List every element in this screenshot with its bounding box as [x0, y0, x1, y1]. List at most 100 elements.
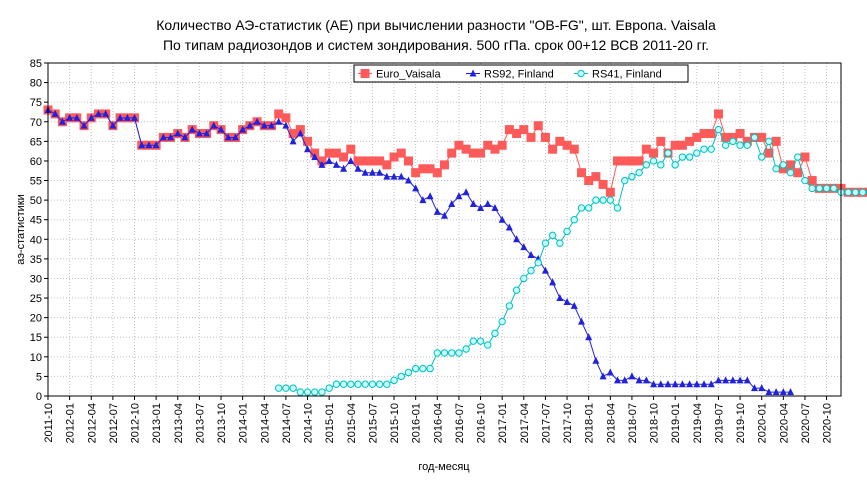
- legend-label: Euro_Vaisala: [376, 69, 441, 81]
- data-point: [195, 129, 203, 137]
- data-point: [275, 117, 283, 125]
- data-point: [650, 380, 658, 388]
- data-point: [281, 113, 291, 123]
- data-point: [758, 384, 766, 392]
- data-point: [491, 329, 499, 338]
- data-point: [455, 349, 463, 357]
- y-tick-label: 45: [30, 215, 42, 227]
- data-point: [483, 140, 493, 150]
- y-tick-label: 30: [30, 273, 42, 285]
- x-tick-label: 2019-10: [735, 403, 747, 443]
- data-point: [822, 184, 831, 193]
- data-point: [657, 161, 665, 169]
- y-tick-label: 40: [30, 234, 42, 246]
- data-point: [656, 136, 666, 146]
- data-point: [303, 136, 313, 146]
- data-point: [592, 356, 600, 364]
- y-tick-label: 65: [30, 136, 42, 148]
- data-point: [664, 149, 672, 157]
- data-point: [706, 129, 716, 139]
- data-point: [527, 266, 535, 275]
- data-point: [304, 145, 312, 153]
- data-point: [490, 144, 500, 154]
- data-point: [109, 121, 117, 129]
- y-axis-ticks: 0 5 10 15 20 25 30 35 40 45 50 55 60 65 70 75 80 85: [30, 58, 48, 403]
- data-point: [714, 125, 723, 134]
- data-point: [693, 149, 701, 157]
- data-point: [722, 376, 730, 384]
- data-point: [519, 125, 529, 135]
- data-point: [311, 153, 319, 161]
- legend: Euro_Vaisala RS92, Finland RS41, Finland: [353, 64, 689, 83]
- data-point: [448, 349, 456, 357]
- data-point: [217, 125, 225, 133]
- data-point: [556, 239, 564, 247]
- data-point: [282, 121, 290, 129]
- data-point: [685, 136, 695, 146]
- data-point: [239, 125, 247, 133]
- data-point: [570, 216, 578, 224]
- data-point: [80, 121, 88, 129]
- x-axis-ticks: 2011-10 2012-01 2012-04 2012-07 2012-10 2013-…: [43, 396, 834, 443]
- x-tick-label: 2016-07: [454, 403, 466, 443]
- data-point: [397, 172, 405, 180]
- x-tick-label: 2014-07: [281, 403, 293, 443]
- data-point: [311, 388, 319, 396]
- data-point: [541, 239, 550, 247]
- legend-frame: [353, 64, 689, 83]
- data-point: [707, 145, 715, 153]
- y-tick-label: 70: [30, 117, 42, 129]
- legend-swatch-marker: [360, 69, 370, 78]
- x-tick-label: 2019-04: [692, 403, 704, 443]
- data-point: [383, 172, 391, 180]
- data-point: [354, 164, 362, 172]
- data-point: [771, 136, 781, 146]
- series-layer: [43, 105, 867, 396]
- data-point: [627, 156, 637, 166]
- data-point: [469, 200, 477, 208]
- data-point: [66, 113, 74, 121]
- data-point: [700, 145, 708, 153]
- data-point: [649, 157, 658, 165]
- y-tick-label: 35: [30, 254, 42, 266]
- data-point: [577, 317, 585, 325]
- x-tick-label: 2020-10: [822, 403, 834, 443]
- data-point: [758, 153, 766, 161]
- data-point: [203, 129, 211, 137]
- legend-swatch-marker: [577, 69, 585, 78]
- data-point: [764, 148, 774, 158]
- data-point: [757, 132, 767, 142]
- data-point: [541, 266, 549, 274]
- x-tick-label: 2014-10: [303, 403, 315, 443]
- data-point: [569, 144, 579, 154]
- data-point: [318, 160, 326, 168]
- data-point: [491, 203, 499, 211]
- x-tick-label: 2012-07: [108, 403, 120, 443]
- x-tick-label: 2019-07: [713, 403, 725, 443]
- data-point: [671, 161, 679, 169]
- x-tick-label: 2016-01: [411, 403, 423, 443]
- data-point: [468, 148, 478, 158]
- data-point: [94, 109, 102, 117]
- x-tick-label: 2012-04: [86, 403, 98, 443]
- data-point: [664, 380, 672, 388]
- data-point: [693, 380, 701, 388]
- x-tick-label: 2019-01: [670, 403, 682, 443]
- data-point: [765, 137, 773, 146]
- data-point: [426, 192, 434, 200]
- data-point: [642, 161, 651, 169]
- data-point: [174, 129, 182, 137]
- data-point: [339, 380, 348, 388]
- data-point: [274, 384, 283, 392]
- x-tick-label: 2013-07: [194, 403, 206, 443]
- x-tick-label: 2016-10: [476, 403, 488, 443]
- data-point: [440, 160, 449, 170]
- data-point: [534, 259, 542, 267]
- y-tick-label: 75: [30, 97, 42, 109]
- y-tick-label: 10: [30, 352, 42, 364]
- data-point: [411, 364, 420, 373]
- data-point: [331, 148, 341, 158]
- data-point: [858, 188, 867, 196]
- data-point: [426, 364, 434, 373]
- data-point: [677, 140, 687, 150]
